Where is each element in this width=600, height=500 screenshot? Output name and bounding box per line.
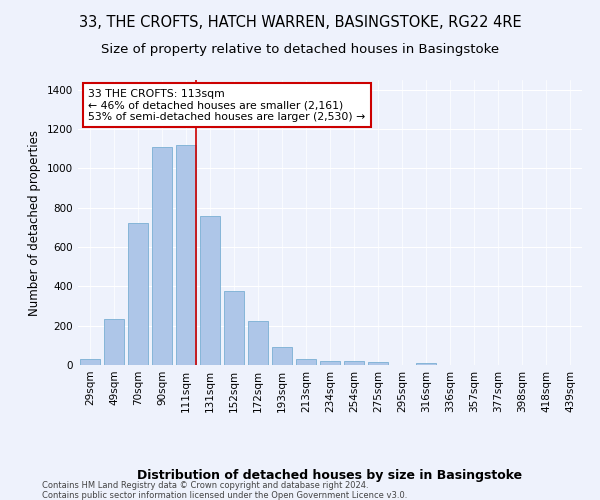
Bar	[176, 145, 196, 365]
Bar	[104, 319, 124, 365]
Text: 33, THE CROFTS, HATCH WARREN, BASINGSTOKE, RG22 4RE: 33, THE CROFTS, HATCH WARREN, BASINGSTOK…	[79, 15, 521, 30]
Bar	[416, 362, 436, 365]
Text: Size of property relative to detached houses in Basingstoke: Size of property relative to detached ho…	[101, 42, 499, 56]
Bar	[320, 360, 340, 365]
Bar	[248, 322, 268, 365]
Text: Contains HM Land Registry data © Crown copyright and database right 2024.
Contai: Contains HM Land Registry data © Crown c…	[42, 480, 407, 500]
Bar	[128, 222, 148, 365]
Text: Distribution of detached houses by size in Basingstoke: Distribution of detached houses by size …	[137, 470, 523, 482]
Bar	[152, 147, 172, 365]
Bar	[200, 216, 220, 365]
Bar	[80, 359, 100, 365]
Bar	[368, 362, 388, 365]
Bar	[224, 290, 244, 365]
Bar	[344, 360, 364, 365]
Bar	[296, 359, 316, 365]
Bar	[272, 348, 292, 365]
Y-axis label: Number of detached properties: Number of detached properties	[28, 130, 41, 316]
Text: 33 THE CROFTS: 113sqm
← 46% of detached houses are smaller (2,161)
53% of semi-d: 33 THE CROFTS: 113sqm ← 46% of detached …	[88, 88, 365, 122]
